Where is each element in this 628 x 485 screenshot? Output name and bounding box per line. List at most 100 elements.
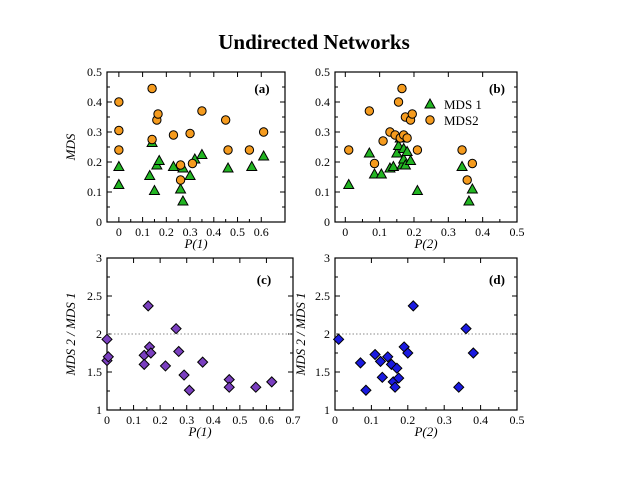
data-point	[223, 145, 233, 155]
data-point	[113, 160, 125, 171]
x-tick-label: 0.4	[206, 413, 221, 427]
data-point	[382, 351, 394, 363]
data-point	[376, 371, 389, 384]
legend-label: MDS2	[444, 113, 479, 128]
data-point	[342, 178, 355, 189]
data-point	[411, 184, 424, 195]
data-point	[378, 136, 388, 146]
panel-label: (b)	[489, 81, 505, 96]
data-point	[185, 128, 195, 139]
x-tick-label: 0	[342, 225, 348, 239]
legend-marker	[424, 97, 436, 109]
data-point	[153, 154, 166, 165]
y-tick-label: 2.5	[315, 289, 330, 303]
y-tick-label: 1.5	[315, 365, 330, 379]
data-point	[245, 160, 258, 171]
data-point	[257, 149, 270, 161]
y-tick-label: 0.5	[87, 65, 102, 79]
data-point	[114, 145, 124, 155]
data-point	[368, 167, 381, 179]
y-tick-label: 0.3	[87, 125, 102, 139]
panel-label: (a)	[254, 81, 269, 96]
x-tick-label: 0.1	[135, 225, 150, 239]
data-point	[148, 184, 161, 195]
x-axis-label: P(1)	[183, 236, 207, 251]
data-point	[138, 358, 150, 371]
legend-marker	[425, 115, 435, 125]
y-axis-label: MDS 2 / MDS 1	[63, 292, 78, 376]
y-tick-label: 2	[324, 327, 330, 341]
data-point	[187, 158, 198, 169]
data-point	[102, 351, 115, 363]
data-point	[175, 160, 186, 170]
y-tick-label: 0.3	[315, 125, 330, 139]
data-point	[466, 182, 479, 194]
x-axis-label: P(2)	[413, 236, 437, 251]
y-tick-label: 0.2	[315, 155, 330, 169]
data-point	[170, 322, 182, 335]
y-tick-label: 0.5	[315, 65, 330, 79]
panel-b: 0 0.1 0.2 0.3 0.4 0.5 0 0.1 0.2 0.3 0.4 0.5 P(2) (b) M…	[315, 65, 525, 251]
panel-c: 0 0.1 0.2 0.3 0.4 0.5 0.6 0.7 1 1.5 2 2.5 3 P(1) MDS 2…	[63, 251, 301, 439]
x-tick-label: 0.6	[259, 413, 274, 427]
y-tick-label: 3	[324, 251, 330, 265]
data-point	[407, 300, 419, 312]
data-point	[168, 130, 179, 140]
data-point	[364, 106, 375, 116]
y-axis-label: MDS 2 / MDS 1	[293, 292, 308, 376]
data-point	[175, 175, 186, 185]
data-point	[223, 381, 235, 393]
x-tick-label: 0.3	[183, 225, 198, 239]
data-point	[114, 125, 124, 136]
data-point	[463, 194, 475, 206]
x-tick-label: 0.3	[441, 225, 456, 239]
data-point	[397, 83, 407, 94]
data-point	[258, 127, 269, 137]
x-axis-label: P(2)	[413, 424, 437, 439]
y-tick-label: 0.4	[315, 95, 330, 109]
x-tick-label: 0.2	[153, 413, 168, 427]
data-point	[143, 169, 156, 180]
y-tick-label: 2.5	[87, 289, 102, 303]
x-tick-label: 0.5	[230, 225, 245, 239]
x-tick-label: 0.4	[473, 413, 488, 427]
y-tick-label: 0.2	[87, 155, 102, 169]
panel-label: (c)	[257, 272, 271, 287]
legend-label: MDS 1	[444, 97, 482, 112]
data-point	[147, 134, 157, 145]
y-tick-label: 0.4	[87, 95, 102, 109]
data-point	[113, 178, 125, 189]
data-point	[114, 97, 124, 107]
x-tick-label: 0.1	[126, 413, 141, 427]
y-axis-label: MDS	[63, 133, 78, 161]
data-point	[196, 356, 209, 368]
x-tick-label: 0.5	[510, 225, 525, 239]
x-tick-label: 0	[116, 225, 122, 239]
data-point	[467, 158, 478, 169]
data-point	[220, 115, 231, 125]
x-tick-label: 0.1	[364, 413, 379, 427]
figure-title: Undirected Networks	[218, 30, 410, 54]
data-point	[456, 160, 468, 171]
data-point	[197, 106, 207, 116]
y-tick-label: 2	[96, 327, 102, 341]
data-point	[457, 145, 467, 155]
x-tick-label: 0.1	[372, 225, 387, 239]
data-point	[244, 145, 255, 155]
data-point	[407, 109, 417, 119]
data-point	[462, 175, 472, 185]
x-tick-label: 0.2	[159, 225, 174, 239]
x-axis-label: P(1)	[187, 424, 211, 439]
x-tick-label: 0.3	[437, 413, 452, 427]
data-point	[354, 357, 367, 369]
data-point	[196, 148, 208, 159]
data-point	[153, 109, 163, 119]
y-tick-label: 3	[96, 251, 102, 265]
y-tick-label: 0.1	[87, 185, 102, 199]
y-tick-label: 0.1	[315, 185, 330, 199]
data-point	[402, 133, 412, 143]
data-point	[387, 160, 400, 171]
y-tick-label: 1	[324, 403, 330, 417]
data-point	[101, 333, 113, 346]
